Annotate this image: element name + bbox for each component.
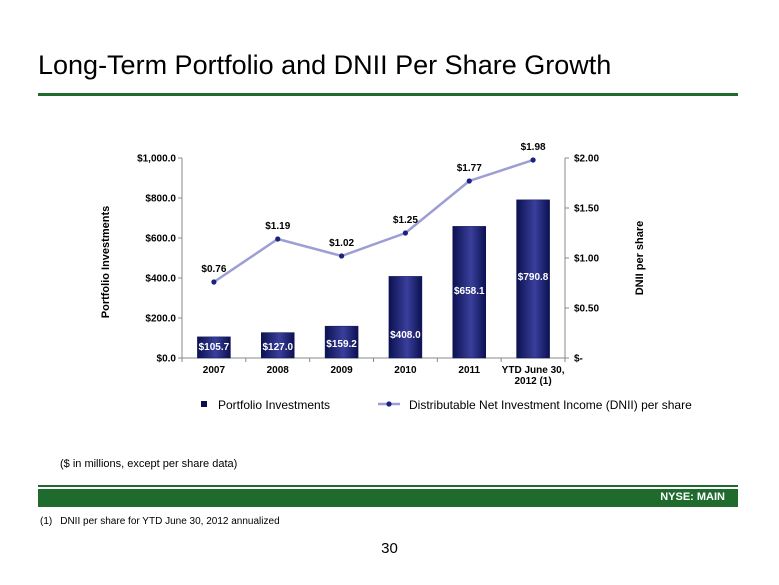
x-axis-tick-label: 2009 <box>330 365 353 376</box>
legend-bar-swatch <box>201 401 207 407</box>
left-axis-title: Portfolio Investments <box>100 206 112 318</box>
x-axis-tick-label: 2008 <box>267 365 290 376</box>
legend-line-label: Distributable Net Investment Income (DNI… <box>409 398 692 412</box>
portfolio-dnii-chart: $0.0 $200.0 $400.0 $600.0 $800.0 $1,000.0 $- $0… <box>100 142 692 412</box>
dnii-data-label: $1.19 <box>265 221 290 232</box>
footnote: (1) DNII per share for YTD June 30, 2012 … <box>40 516 280 527</box>
page-number: 30 <box>381 540 398 557</box>
dnii-point <box>275 236 281 242</box>
dnii-data-label: $1.77 <box>457 163 482 174</box>
legend-bar-label: Portfolio Investments <box>218 398 330 412</box>
dnii-data-label: $1.25 <box>393 215 418 226</box>
left-axis-tick-label: $400.0 <box>145 274 176 285</box>
bar-data-label: $127.0 <box>262 342 293 353</box>
title-divider <box>38 93 738 96</box>
dnii-point <box>338 253 345 259</box>
x-axis-tick-label: 2010 <box>394 365 417 376</box>
right-axis-tick-label: $1.50 <box>574 204 599 215</box>
units-note: ($ in millions, except per share data) <box>60 458 238 470</box>
bar <box>452 226 486 359</box>
right-axis-tick-label: $1.00 <box>574 254 599 265</box>
bar <box>324 325 359 359</box>
bar-data-label: $408.0 <box>390 330 421 341</box>
legend-line-marker <box>386 401 392 407</box>
ticker-label: NYSE: MAIN <box>660 491 725 503</box>
footer-band <box>38 489 738 507</box>
bar <box>516 199 550 359</box>
bar-data-label: $159.2 <box>326 339 357 350</box>
right-axis-tick-label: $- <box>574 354 583 365</box>
dnii-point <box>530 157 536 163</box>
dnii-line <box>213 158 534 284</box>
dnii-data-label: $1.02 <box>329 238 354 249</box>
left-axis-tick-label: $1,000.0 <box>137 154 176 165</box>
dnii-point <box>211 279 217 285</box>
bar <box>388 276 423 359</box>
footnote-text: DNII per share for YTD June 30, 2012 ann… <box>60 516 280 527</box>
left-axis-tick-label: $200.0 <box>145 314 176 325</box>
bar <box>197 336 231 359</box>
bar-data-label: $790.8 <box>518 272 549 283</box>
bar-data-label: $658.1 <box>454 286 485 297</box>
left-axis-tick-label: $800.0 <box>145 194 176 205</box>
footer-divider <box>38 485 738 487</box>
dnii-data-label: $1.98 <box>521 142 546 153</box>
bar-data-label: $105.7 <box>199 342 230 353</box>
x-axis-tick-label: 2007 <box>203 365 226 376</box>
right-axis-tick-label: $2.00 <box>574 154 599 165</box>
footnote-number: (1) <box>40 516 53 527</box>
right-axis-title: DNII per share <box>634 221 646 296</box>
x-axis-tick-label: YTD June 30, <box>502 365 565 376</box>
dnii-point <box>402 230 409 236</box>
left-axis-tick-label: $0.0 <box>157 354 177 365</box>
right-axis-tick-label: $0.50 <box>574 304 599 315</box>
left-axis-tick-label: $600.0 <box>145 234 176 245</box>
x-axis-tick-label: 2012 (1) <box>514 376 551 387</box>
page-title: Long-Term Portfolio and DNII Per Share G… <box>38 50 612 80</box>
bar <box>261 332 295 359</box>
dnii-point <box>466 178 472 184</box>
x-axis-tick-label: 2011 <box>458 365 480 376</box>
dnii-data-label: $0.76 <box>201 264 226 275</box>
